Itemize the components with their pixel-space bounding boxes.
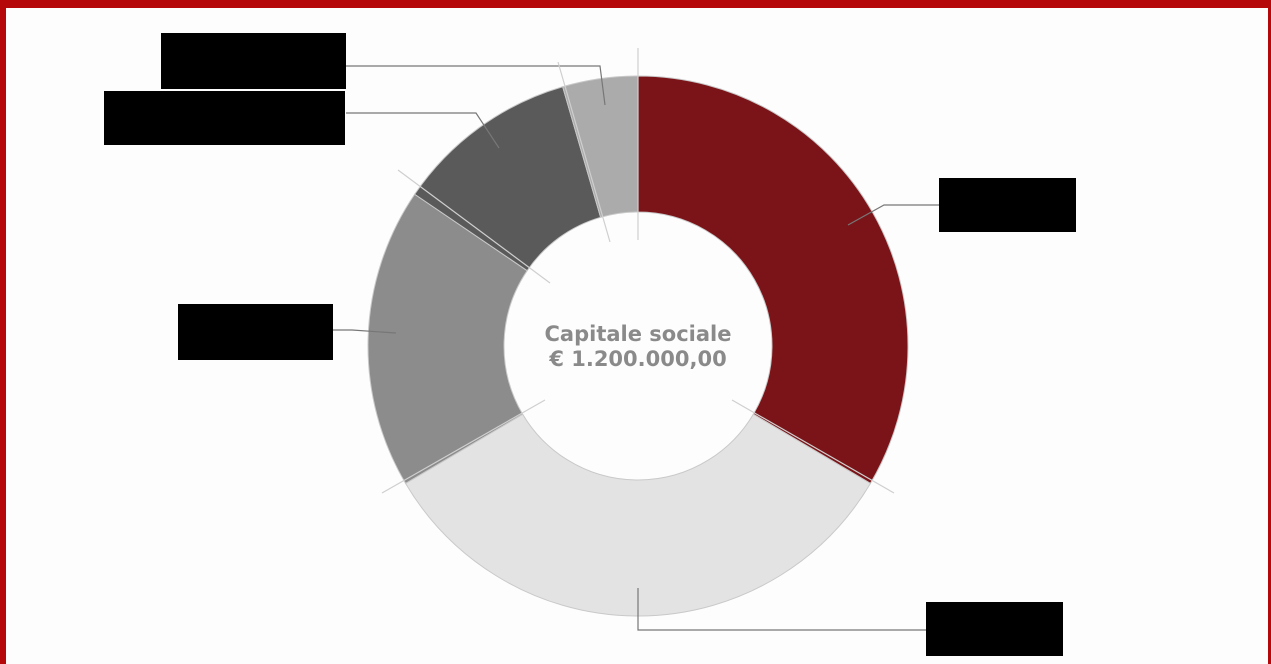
boundary-tick xyxy=(397,169,551,284)
center-label-value: € 1.200.000,00 xyxy=(548,347,726,371)
redacted-label-slice-5 xyxy=(161,33,346,89)
donut-slices xyxy=(367,75,909,617)
slice-boundary-ticks xyxy=(381,48,895,494)
leader-line-slice-5 xyxy=(346,65,606,106)
center-label-title: Capitale sociale xyxy=(545,322,732,346)
donut-slice-1 xyxy=(637,75,909,485)
donut-slice-2 xyxy=(404,413,872,617)
redacted-label-slice-2 xyxy=(926,602,1063,656)
leader-lines xyxy=(330,65,940,631)
redacted-label-slice-4 xyxy=(104,91,345,145)
redacted-label-slice-1 xyxy=(939,178,1076,232)
leader-line-slice-2 xyxy=(637,588,928,631)
leader-line-slice-3 xyxy=(330,329,397,334)
boundary-tick xyxy=(381,399,546,494)
donut-slice-3 xyxy=(367,193,528,485)
redacted-label-slice-3 xyxy=(178,304,333,360)
leader-line-slice-4 xyxy=(346,112,500,149)
boundary-tick xyxy=(557,61,611,243)
leader-line-slice-1 xyxy=(847,204,940,226)
boundary-tick xyxy=(731,399,895,494)
